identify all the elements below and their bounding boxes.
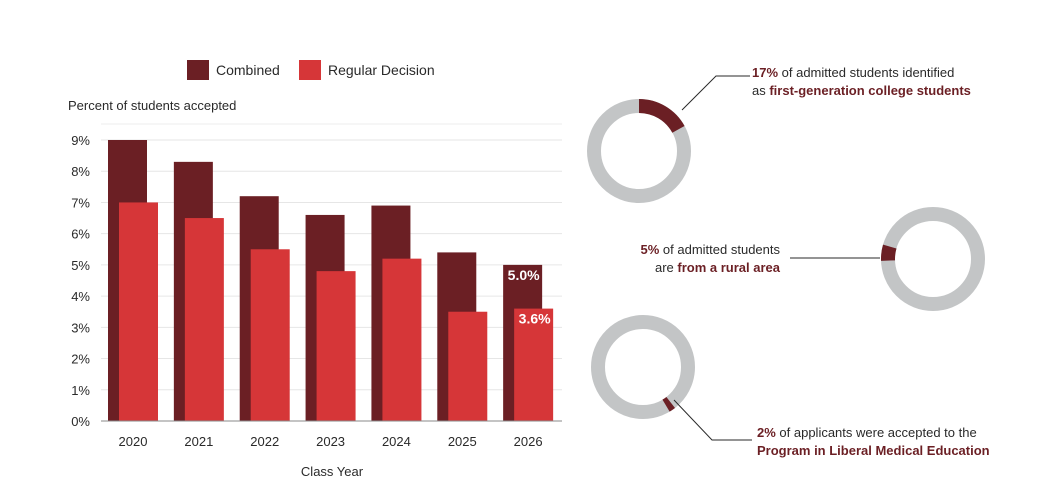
callout-rural-area: 5% of admitted students are from a rural… <box>580 241 780 277</box>
y-tick-label: 8% <box>71 164 90 179</box>
x-tick-label: 2020 <box>119 434 148 449</box>
x-tick-label: 2026 <box>514 434 543 449</box>
leader-line-liberal-medical-education <box>673 399 752 441</box>
bar-regular-decision-2025 <box>448 311 488 421</box>
y-tick-label: 9% <box>71 133 90 148</box>
bar-regular-decision-2024 <box>382 258 422 421</box>
bar-marks <box>108 140 554 421</box>
y-tick-label: 3% <box>71 320 90 335</box>
bar-regular-decision-2020 <box>119 202 158 421</box>
x-tick-label: 2024 <box>382 434 411 449</box>
callout-first-generation-text: of admitted students identified <box>778 65 955 80</box>
donut-track <box>591 315 695 419</box>
legend-swatch-combined <box>187 60 209 80</box>
callout-liberal-medical-education-pct: 2% <box>757 425 776 440</box>
data-label-regular-decision-2026: 3.6% <box>519 311 551 327</box>
callout-liberal-medical-education-highlight: Program in Liberal Medical Education <box>757 443 990 458</box>
donut-slice <box>662 396 676 412</box>
bar-regular-decision-2023 <box>316 271 356 421</box>
leader-line-first-generation <box>681 75 750 111</box>
legend-label-regular-decision: Regular Decision <box>328 62 435 78</box>
x-tick-label: 2022 <box>250 434 279 449</box>
callout-liberal-medical-education: 2% of applicants were accepted to the Pr… <box>757 424 990 460</box>
bar-xticks: 2020 2021 2022 2023 2024 2025 2026 <box>119 434 543 449</box>
y-tick-label: 2% <box>71 352 90 367</box>
callout-first-generation-pre: as <box>752 83 770 98</box>
callout-rural-area-text: of admitted students <box>659 242 780 257</box>
y-tick-label: 4% <box>71 289 90 304</box>
donut-liberal-medical-education <box>591 315 695 419</box>
x-tick-label: 2021 <box>184 434 213 449</box>
callout-first-generation-pct: 17% <box>752 65 779 80</box>
callout-first-generation-highlight: first-generation college students <box>769 83 971 98</box>
donut-rural-area <box>881 207 985 311</box>
y-axis-label: Percent of students accepted <box>68 98 236 113</box>
donut-slice <box>638 99 685 134</box>
x-tick-label: 2023 <box>316 434 345 449</box>
donut-track <box>881 207 985 311</box>
y-tick-label: 0% <box>71 414 90 429</box>
data-label-combined-2026: 5.0% <box>508 267 540 283</box>
callout-rural-area-pct: 5% <box>640 242 660 257</box>
callout-first-generation: 17% of admitted students identified as f… <box>752 64 971 100</box>
legend-swatch-regular-decision <box>299 60 321 80</box>
bar-regular-decision-2022 <box>250 249 290 421</box>
x-axis-label: Class Year <box>301 464 364 479</box>
y-tick-label: 5% <box>71 258 90 273</box>
callout-rural-area-pre: are <box>654 260 678 275</box>
y-tick-label: 1% <box>71 383 90 398</box>
bar-regular-decision-2021 <box>184 218 224 421</box>
callout-liberal-medical-education-text: of applicants were accepted to the <box>775 425 977 440</box>
bar-yticks: 0% 1% 2% 3% 4% 5% 6% 7% 8% 9% <box>71 133 90 429</box>
bar-regular-decision-2026 <box>514 308 554 421</box>
legend-label-combined: Combined <box>216 62 280 78</box>
donut-first-generation <box>587 99 691 203</box>
y-tick-label: 7% <box>71 195 90 210</box>
callout-rural-area-highlight: from a rural area <box>677 260 780 275</box>
y-tick-label: 6% <box>71 227 90 242</box>
bar-datalabels: 5.0% 3.6% <box>508 267 551 327</box>
legend: Combined Regular Decision <box>187 60 435 80</box>
donut-slice <box>881 244 897 261</box>
x-tick-label: 2025 <box>448 434 477 449</box>
